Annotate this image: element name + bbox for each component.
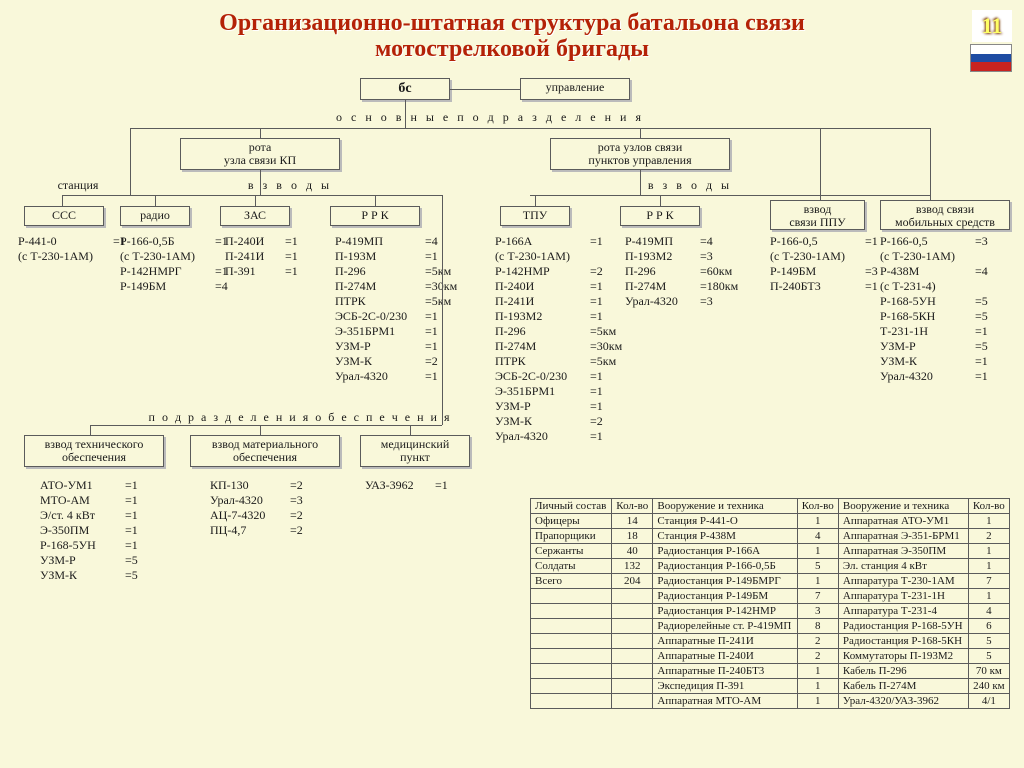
data-rrk-r: Р-419МП=4П-193М2=3П-296=60кмП-274М=180км…	[625, 234, 738, 309]
node-mat: взвод материальногообеспечения	[190, 435, 340, 467]
node-bs-label: бс	[398, 81, 411, 96]
personnel-table: Личный составКол-воВооружение и техникаК…	[530, 498, 1010, 709]
data-rrk-l: Р-419МП=4П-193М=1П-296=5кмП-274М=30кмПТР…	[335, 234, 457, 384]
node-upr-label: управление	[546, 80, 605, 94]
data-med: УАЗ-3962=1	[365, 478, 448, 493]
title-line-1: Организационно-штатная структура батальо…	[219, 10, 805, 36]
col-tpu: ТПУ	[500, 206, 570, 226]
node-upr: управление	[520, 78, 630, 100]
data-tech: АТО-УМ1=1МТО-АМ=1Э/ст. 4 кВт=1Э-350ПМ=1Р…	[40, 478, 138, 583]
data-zas: П-240И=1П-241И=1П-391=1	[225, 234, 298, 279]
data-mob: Р-166-0,5=3(с Т-230-1АМ)Р-438М=4(с Т-231…	[880, 234, 988, 384]
col-zas: ЗАС	[220, 206, 290, 226]
label-vzvody-left: в з в о д ы	[160, 178, 420, 193]
slide-number-text: 11	[982, 13, 1003, 39]
flag-russia	[970, 44, 1012, 72]
col-sss: ССС	[24, 206, 104, 226]
data-radio: Р-166-0,5Б=1(с Т-230-1АМ)Р-142НМРГ=1Р-14…	[120, 234, 228, 294]
label-support: п о д р а з д е л е н и я о б е с п е ч …	[110, 410, 490, 425]
data-sss: Р-441-0=1(с Т-230-1АМ)	[18, 234, 126, 264]
node-bs: бс	[360, 78, 450, 100]
node-med: медицинскийпункт	[360, 435, 470, 467]
col-rrk-l: Р Р К	[330, 206, 420, 226]
data-mat: КП-130=2Урал-4320=3АЦ-7-4320=2ПЦ-4,7=2	[210, 478, 303, 538]
node-tech: взвод техническогообеспечения	[24, 435, 164, 467]
label-vzvody-right: в з в о д ы	[560, 178, 820, 193]
node-rota-pu: рота узлов связипунктов управления	[550, 138, 730, 170]
col-radio: радио	[120, 206, 190, 226]
slide-number-badge: 11	[972, 10, 1012, 42]
col-ppu: взводсвязи ППУ	[770, 200, 865, 230]
node-rota-kp: ротаузла связи КП	[180, 138, 340, 170]
label-main-units: о с н о в н ы е п о д р а з д е л е н и …	[280, 110, 700, 125]
data-ppu: Р-166-0,5=1(с Т-230-1АМ)Р-149БМ=3П-240БТ…	[770, 234, 878, 294]
title-line-2: мотострелковой бригады	[375, 36, 649, 62]
data-tpu: Р-166А=1(с Т-230-1АМ)Р-142НМР=2П-240И=1П…	[495, 234, 622, 444]
col-mob: взвод связимобильных средств	[880, 200, 1010, 230]
col-rrk-r: Р Р К	[620, 206, 700, 226]
label-stanciya: станция	[38, 178, 118, 193]
page-title: Организационно-штатная структура батальо…	[0, 10, 1024, 63]
